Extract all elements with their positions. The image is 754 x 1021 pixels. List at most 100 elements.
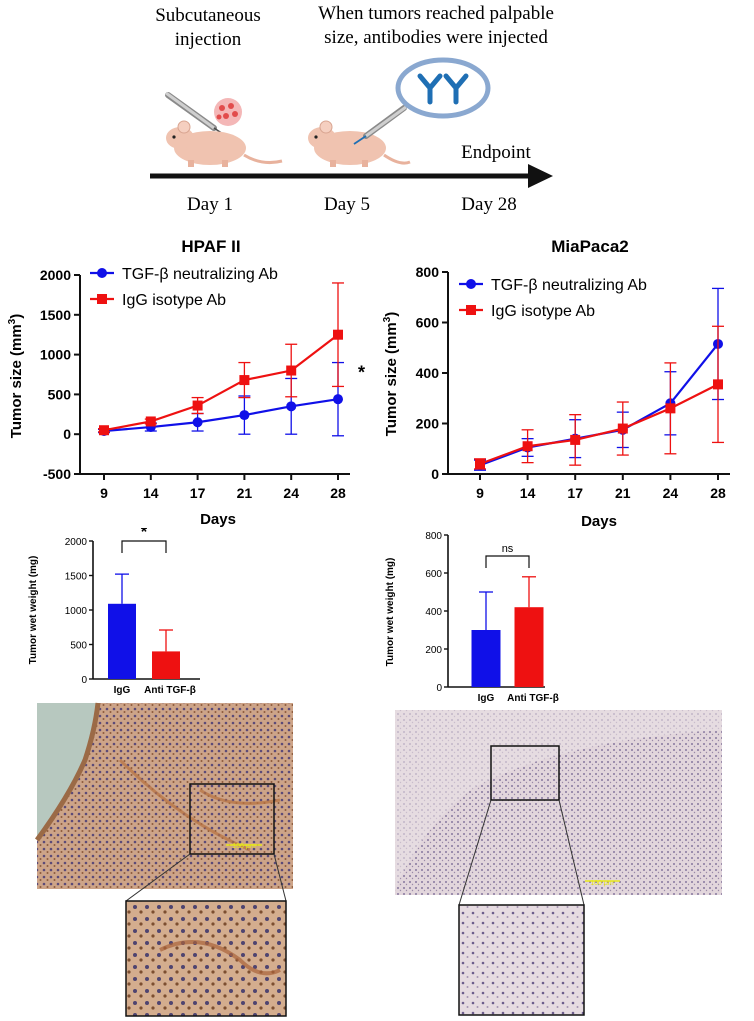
x-axis-label: Days bbox=[200, 511, 236, 528]
bar bbox=[471, 630, 501, 687]
y-tick-label: 500 bbox=[70, 641, 87, 652]
miapaca-zoom-box bbox=[490, 745, 560, 801]
x-tick-label: 21 bbox=[237, 485, 253, 501]
tumor-cells-icon bbox=[214, 98, 242, 126]
series-line bbox=[103, 333, 339, 432]
antibody-label-line2: size, antibodies were injected bbox=[324, 27, 548, 48]
data-point bbox=[192, 400, 203, 411]
data-point bbox=[522, 441, 533, 452]
x-tick-label: 28 bbox=[330, 485, 346, 501]
hpaf-tumor-size-chart: HPAF II Tumor size (mm3) Days 2000 1500 10… bbox=[7, 237, 365, 528]
legend-marker bbox=[97, 268, 107, 278]
category-label: IgG bbox=[478, 693, 495, 704]
y-tick-label: 0 bbox=[81, 675, 87, 686]
schematic: Subcutaneous injection When tumors reach… bbox=[150, 3, 554, 215]
hpaf-zoom-inset bbox=[125, 900, 287, 1017]
data-point bbox=[145, 416, 156, 427]
data-point bbox=[239, 410, 250, 421]
series-line bbox=[103, 398, 339, 433]
y-tick-label: 0 bbox=[431, 466, 439, 482]
antibody-label-line1: When tumors reached palpable bbox=[318, 3, 554, 24]
legend-label: IgG isotype Ab bbox=[491, 303, 595, 320]
y-tick-label: 500 bbox=[48, 386, 72, 402]
y-tick-label: 0 bbox=[63, 426, 71, 442]
y-tick-label: 1500 bbox=[65, 572, 88, 583]
injection-label-line1: Subcutaneous bbox=[155, 5, 261, 26]
hpaf-zoom-box bbox=[189, 783, 275, 855]
day-1-label: Day 1 bbox=[187, 194, 233, 215]
y-tick-label: 1000 bbox=[40, 347, 71, 363]
antibody-icon bbox=[395, 57, 491, 119]
mouse-icon bbox=[308, 120, 411, 167]
x-axis-label: Days bbox=[581, 513, 617, 530]
y-tick-label: 800 bbox=[425, 531, 442, 542]
bar bbox=[108, 603, 136, 679]
data-point bbox=[617, 423, 628, 434]
y-tick-label: 2000 bbox=[40, 267, 71, 283]
legend-marker bbox=[97, 294, 107, 304]
data-point bbox=[192, 417, 203, 428]
bar bbox=[152, 651, 180, 679]
significance-marker: * bbox=[358, 362, 365, 382]
x-tick-label: 9 bbox=[100, 485, 108, 501]
data-point bbox=[286, 401, 297, 412]
legend-marker bbox=[466, 279, 476, 289]
hpaf-wet-weight-chart: Tumor wet weight (mg) 2000 1500 1000 500 0 Ig… bbox=[28, 528, 200, 696]
y-tick-label: 800 bbox=[416, 264, 440, 280]
hpaf-micrograph: 100 μm bbox=[34, 702, 293, 889]
x-tick-label: 17 bbox=[190, 485, 206, 501]
data-point bbox=[475, 458, 485, 469]
y-tick-label: 600 bbox=[425, 569, 442, 580]
x-tick-label: 9 bbox=[476, 485, 484, 501]
series-line bbox=[479, 343, 719, 467]
miapaca-zoom-inset bbox=[458, 904, 585, 1016]
x-tick-label: 14 bbox=[520, 485, 536, 501]
bar bbox=[514, 607, 544, 687]
data-point bbox=[665, 403, 676, 414]
legend-marker bbox=[466, 305, 476, 315]
mouse-icon bbox=[166, 120, 283, 167]
miapaca-micrograph: 100 μm bbox=[395, 710, 722, 895]
legend-label: TGF-β neutralizing Ab bbox=[122, 266, 278, 283]
y-axis-label: Tumor size (mm3) bbox=[7, 314, 25, 438]
legend-label: IgG isotype Ab bbox=[122, 292, 226, 309]
data-point bbox=[713, 379, 723, 390]
data-point bbox=[99, 425, 109, 436]
y-tick-label: 1500 bbox=[40, 307, 71, 323]
syringe-icon bbox=[353, 105, 407, 145]
y-tick-label: 400 bbox=[425, 607, 442, 618]
y-axis-label: Tumor wet weight (mg) bbox=[28, 556, 39, 665]
timeline-arrow bbox=[150, 164, 553, 188]
scale-bar-label: 100 μm bbox=[590, 880, 614, 887]
x-tick-label: 21 bbox=[615, 485, 631, 501]
day-28-label: Day 28 bbox=[461, 194, 516, 215]
category-label: IgG bbox=[114, 685, 131, 696]
y-tick-label: 1000 bbox=[65, 606, 88, 617]
day-5-label: Day 5 bbox=[324, 194, 370, 215]
legend-label: TGF-β neutralizing Ab bbox=[491, 277, 647, 294]
y-axis-label: Tumor wet weight (mg) bbox=[385, 558, 396, 667]
y-tick-label: 400 bbox=[416, 365, 440, 381]
significance-bracket bbox=[121, 540, 167, 553]
data-point bbox=[570, 434, 581, 445]
y-tick-label: 2000 bbox=[65, 537, 88, 548]
endpoint-label: Endpoint bbox=[461, 142, 531, 163]
category-label: Anti TGF-β bbox=[144, 685, 196, 696]
miapaca-wet-weight-chart: Tumor wet weight (mg) 800 600 400 200 0 IgG An… bbox=[385, 531, 559, 704]
x-tick-label: 24 bbox=[663, 485, 679, 501]
y-tick-label: 200 bbox=[416, 416, 440, 432]
y-tick-label: 600 bbox=[416, 315, 440, 331]
data-point bbox=[333, 394, 343, 405]
y-tick-label: -500 bbox=[43, 466, 71, 482]
x-tick-label: 24 bbox=[283, 485, 299, 501]
data-point bbox=[286, 365, 297, 376]
significance-label: * bbox=[141, 528, 148, 541]
data-point bbox=[333, 329, 343, 340]
x-tick-label: 17 bbox=[567, 485, 583, 501]
ihc-micrographs: 100 μm 100 μm bbox=[34, 702, 722, 1017]
y-tick-label: 0 bbox=[436, 683, 442, 694]
scale-bar-label: 100 μm bbox=[232, 843, 256, 850]
chart-title: MiaPaca2 bbox=[551, 237, 629, 256]
y-axis-label: Tumor size (mm3) bbox=[382, 312, 400, 436]
category-label: Anti TGF-β bbox=[507, 693, 559, 704]
